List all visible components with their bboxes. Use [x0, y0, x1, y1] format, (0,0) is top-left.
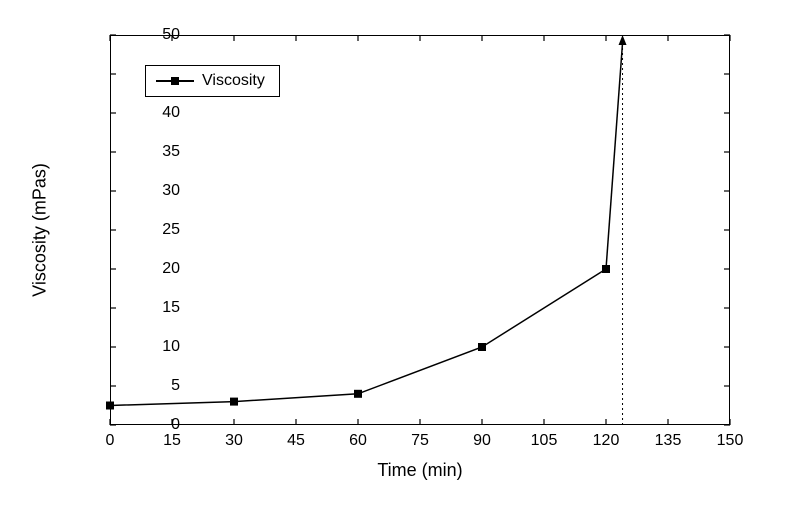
x-axis-label: Time (min): [377, 460, 462, 481]
y-tick-label: 30: [162, 182, 180, 200]
x-tick-label: 60: [349, 432, 367, 450]
x-tick-label: 15: [163, 432, 181, 450]
y-tick-label: 20: [162, 260, 180, 278]
x-tick-label: 90: [473, 432, 491, 450]
y-tick-label: 35: [162, 143, 180, 161]
x-tick-label: 120: [593, 432, 620, 450]
x-tick-label: 45: [287, 432, 305, 450]
x-tick-label: 30: [225, 432, 243, 450]
y-tick-label: 25: [162, 221, 180, 239]
x-tick-label: 135: [655, 432, 682, 450]
legend-line: [156, 80, 194, 82]
legend-marker-icon: [171, 77, 179, 85]
y-axis-label: Viscosity (mPas): [30, 163, 51, 297]
y-tick-label: 10: [162, 338, 180, 356]
x-tick-label: 0: [106, 432, 115, 450]
legend-label: Viscosity: [202, 72, 265, 90]
legend: Viscosity: [145, 65, 280, 97]
y-tick-label: 40: [162, 104, 180, 122]
x-tick-label: 150: [717, 432, 744, 450]
y-tick-label: 5: [171, 377, 180, 395]
x-tick-label: 105: [531, 432, 558, 450]
x-tick-label: 75: [411, 432, 429, 450]
y-tick-label: 15: [162, 299, 180, 317]
y-tick-label: 50: [162, 26, 180, 44]
